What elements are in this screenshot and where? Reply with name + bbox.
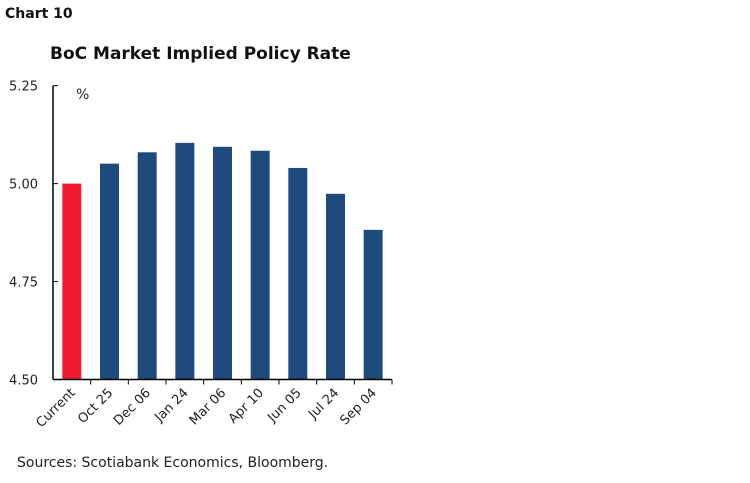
x-tick-label: Apr 10 (226, 386, 267, 427)
bar-jun-05 (288, 167, 308, 380)
x-tick-label: Current (34, 386, 79, 431)
bar-jan-24 (175, 142, 195, 380)
x-tick-label: Jan 24 (152, 386, 192, 426)
bar-mar-06 (213, 146, 232, 380)
source-note: Sources: Scotiabank Economics, Bloomberg… (17, 455, 329, 471)
x-tick-label: Oct 25 (75, 386, 116, 427)
bar-jul-24 (326, 193, 345, 380)
y-tick-label: 5.25 (9, 80, 38, 95)
y-tick-label: 4.75 (9, 276, 38, 291)
x-tick-label: Mar 06 (187, 386, 230, 429)
y-tick-label: 4.50 (9, 374, 38, 389)
chart-number: Chart 10 (5, 6, 73, 22)
x-tick-label: Jun 05 (264, 386, 304, 426)
bar-apr-10 (250, 150, 270, 380)
bar-oct-25 (100, 163, 119, 380)
x-tick-label: Dec 06 (111, 386, 154, 429)
y-axis-unit: % (76, 87, 89, 103)
bar-sep-04 (363, 229, 383, 380)
x-tick-label: Sep 04 (337, 386, 380, 429)
bar-dec-06 (137, 152, 157, 380)
y-tick-label: 5.00 (9, 178, 38, 193)
bar-current (62, 183, 82, 380)
chart-title: BoC Market Implied Policy Rate (50, 44, 351, 64)
